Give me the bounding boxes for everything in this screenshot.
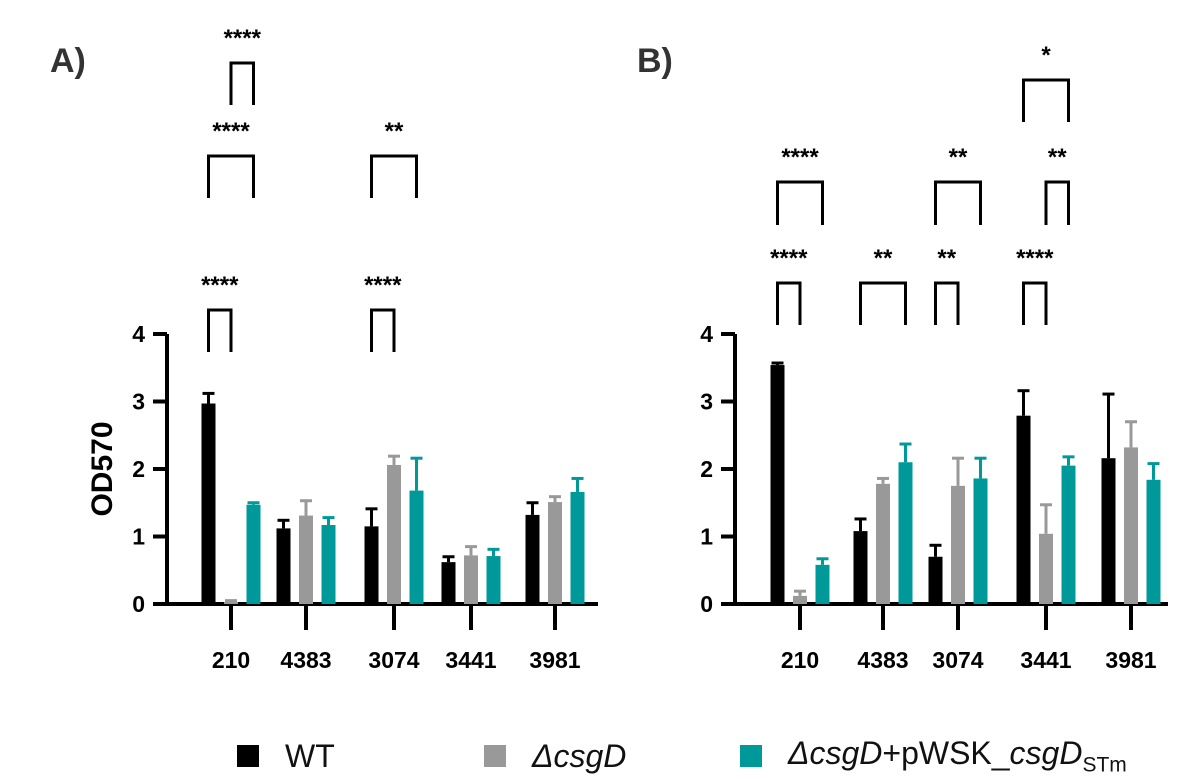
panel-a-bar — [224, 601, 238, 604]
panel-b-significance-label: **** — [770, 245, 808, 272]
panel-a-bar — [276, 528, 291, 604]
legend-item-wt: WT — [237, 736, 335, 776]
panel-a-y-tick-label: 3 — [132, 389, 145, 415]
panel-b-significance-bracket — [776, 180, 824, 225]
legend-swatch-complement — [740, 745, 762, 767]
panel-b-letter: B) — [637, 42, 673, 80]
legend-label-complement: ΔcsgD+pWSK_csgDSTm — [788, 735, 1127, 777]
panel-a-bar — [464, 555, 478, 604]
panel-a-bar — [570, 491, 585, 604]
panel-b-bar — [951, 485, 965, 604]
panel-a-significance-label: **** — [212, 118, 250, 145]
panel-b-significance-bracket — [934, 180, 982, 225]
panel-b-bar — [1124, 447, 1138, 604]
panel-a-bar — [486, 556, 501, 604]
panel-a-bar — [299, 515, 313, 604]
panel-a-letter: A) — [50, 42, 86, 80]
panel-a-bar — [321, 525, 336, 604]
panel-b-bar — [1146, 479, 1161, 604]
panel-b-x-tick-label: 4383 — [857, 647, 908, 673]
legend-label-complement-mid: +pWSK_ — [882, 734, 1010, 771]
panel-a-x-tick-label: 4383 — [280, 647, 331, 673]
panel-b-bar — [1016, 415, 1031, 604]
panel-b-significance-label: ** — [874, 245, 893, 272]
panel-b-significance-bracket — [1022, 78, 1070, 122]
panel-b-significance-label: ** — [1048, 144, 1067, 171]
panel-b-bar — [898, 462, 913, 604]
panel-b-bar — [876, 483, 890, 604]
panel-b-significance-label: **** — [781, 144, 819, 171]
panel-b-significance-bracket — [859, 281, 907, 325]
panel-b-bar — [793, 595, 807, 604]
panel-a-y-tick-label: 2 — [132, 456, 145, 482]
panel-a-y-tick-label: 4 — [132, 321, 145, 347]
panel-b-y-tick-label: 2 — [700, 456, 713, 482]
legend-label-wt: WT — [285, 737, 335, 774]
panel-a-significance-bracket — [207, 154, 255, 198]
panel-a-bar — [548, 502, 562, 604]
panel-a-x-tick-label: 3441 — [445, 647, 496, 673]
panel-a-y-axis-label: OD570 — [86, 421, 119, 516]
panel-b-y-tick-label: 4 — [700, 321, 713, 347]
legend-label-csgd: ΔcsgD — [532, 737, 627, 774]
legend-swatch-wt — [237, 745, 259, 767]
panel-b-bar — [928, 556, 943, 604]
panel-b-significance-bracket — [1044, 180, 1070, 225]
panel-a-y-tick-label: 0 — [132, 591, 145, 617]
panel-b-bar — [853, 531, 868, 604]
panel-a-bar — [441, 562, 456, 604]
panel-a-significance-label: **** — [364, 272, 402, 299]
panel-b-y-tick-label: 1 — [700, 524, 713, 550]
panel-b-significance-label: ** — [949, 144, 968, 171]
legend-label-complement-gene: csgD — [1009, 734, 1083, 771]
panel-a-bar — [387, 464, 401, 604]
panel-b-significance-bracket — [934, 281, 960, 325]
panel-a-significance-bracket — [370, 154, 418, 198]
legend-label-complement-prefix: ΔcsgD — [788, 734, 883, 771]
panel-a-significance-label: **** — [224, 25, 262, 52]
panel-a-significance-bracket — [207, 308, 233, 352]
panel-a-significance-bracket — [229, 61, 255, 105]
legend-label-complement-sub: STm — [1082, 753, 1127, 777]
legend-swatch-csgd — [484, 745, 506, 767]
panel-b-x-tick-label: 3441 — [1020, 647, 1071, 673]
panel-b-significance-label: ** — [937, 245, 956, 272]
panel-a-bar — [525, 514, 540, 604]
panel-b-significance-label: * — [1041, 42, 1051, 69]
panel-a-bar — [201, 403, 216, 604]
panel-b-significance-bracket — [776, 281, 802, 325]
panel-a-x-tick-label: 3981 — [529, 647, 580, 673]
legend-item-complement: ΔcsgD+pWSK_csgDSTm — [740, 735, 1127, 777]
panel-b-y-tick-label: 3 — [700, 389, 713, 415]
panel-a-bar — [246, 504, 261, 604]
panel-b-x-tick-label: 3074 — [932, 647, 983, 673]
legend-item-csgd: ΔcsgD — [484, 736, 626, 776]
panel-b-x-tick-label: 210 — [781, 647, 819, 673]
panel-b-x-tick-label: 3981 — [1105, 647, 1156, 673]
panel-b-bar — [1101, 458, 1116, 604]
legend: WT ΔcsgD ΔcsgD+pWSK_csgDSTm — [0, 735, 1184, 777]
panel-a-bar — [409, 490, 424, 604]
panel-b-bar — [815, 564, 830, 604]
panel-b-significance-label: **** — [1016, 245, 1054, 272]
panel-b-significance-bracket — [1022, 281, 1048, 325]
panel-b-bar — [1039, 533, 1053, 604]
panel-a-significance-label: **** — [201, 272, 239, 299]
panel-b-bar — [1061, 465, 1076, 604]
panel-b-bar — [973, 478, 988, 604]
panel-a-significance-label: ** — [385, 118, 404, 145]
panel-a-y-tick-label: 1 — [132, 524, 145, 550]
panel-b-bar — [770, 365, 785, 604]
panel-a-x-tick-label: 210 — [212, 647, 250, 673]
panel-b-y-tick-label: 0 — [700, 591, 713, 617]
panel-a-x-tick-label: 3074 — [368, 647, 419, 673]
panel-a-bar — [364, 526, 379, 604]
panel-a-significance-bracket — [370, 308, 396, 352]
